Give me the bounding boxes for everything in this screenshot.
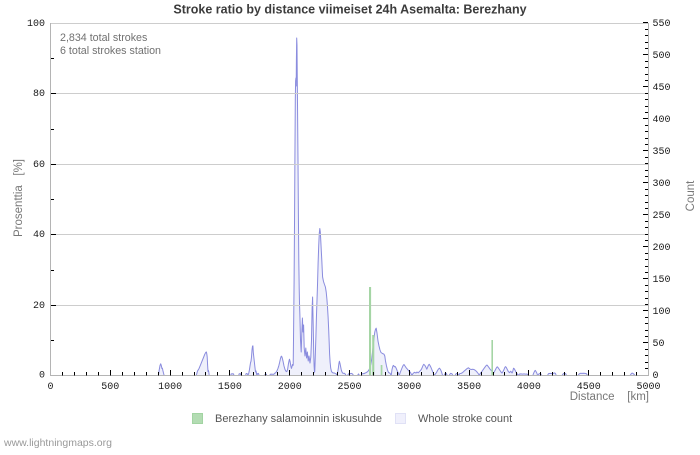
svg-text:40: 40 [33, 230, 45, 241]
svg-text:50: 50 [653, 339, 665, 350]
svg-text:Whole stroke count: Whole stroke count [418, 413, 512, 425]
svg-text:3000: 3000 [397, 382, 421, 393]
svg-text:4000: 4000 [517, 382, 541, 393]
svg-text:Count: Count [685, 180, 697, 211]
svg-text:0: 0 [47, 382, 53, 393]
svg-text:www.lightningmaps.org: www.lightningmaps.org [3, 437, 112, 449]
svg-text:500: 500 [101, 382, 119, 393]
svg-text:Berezhany salamoinnin iskusuhd: Berezhany salamoinnin iskusuhde [215, 413, 382, 425]
svg-text:Stroke ratio by distance viime: Stroke ratio by distance viimeiset 24h A… [173, 3, 526, 17]
svg-text:150: 150 [653, 275, 671, 286]
svg-text:60: 60 [33, 160, 45, 171]
svg-text:80: 80 [33, 89, 45, 100]
svg-text:250: 250 [653, 211, 671, 222]
svg-text:1000: 1000 [158, 382, 182, 393]
svg-text:2,834 total strokes: 2,834 total strokes [60, 32, 147, 44]
svg-text:100: 100 [27, 19, 45, 30]
svg-text:500: 500 [653, 51, 671, 62]
svg-text:20: 20 [33, 301, 45, 312]
svg-text:Prosenttia [%]: Prosenttia [%] [13, 159, 25, 237]
svg-text:350: 350 [653, 147, 671, 158]
svg-text:0: 0 [653, 371, 659, 382]
svg-text:200: 200 [653, 243, 671, 254]
svg-text:1500: 1500 [218, 382, 242, 393]
svg-text:100: 100 [653, 307, 671, 318]
svg-text:2000: 2000 [278, 382, 302, 393]
svg-text:5000: 5000 [636, 382, 660, 393]
svg-text:300: 300 [653, 179, 671, 190]
svg-text:450: 450 [653, 83, 671, 94]
svg-text:6 total strokes station: 6 total strokes station [60, 45, 161, 57]
svg-text:Distance [km]: Distance [km] [570, 391, 649, 403]
svg-text:3500: 3500 [457, 382, 481, 393]
svg-text:0: 0 [39, 371, 45, 382]
svg-text:400: 400 [653, 115, 671, 126]
svg-text:550: 550 [653, 19, 671, 30]
svg-text:2500: 2500 [337, 382, 361, 393]
svg-text:4500: 4500 [577, 382, 601, 393]
